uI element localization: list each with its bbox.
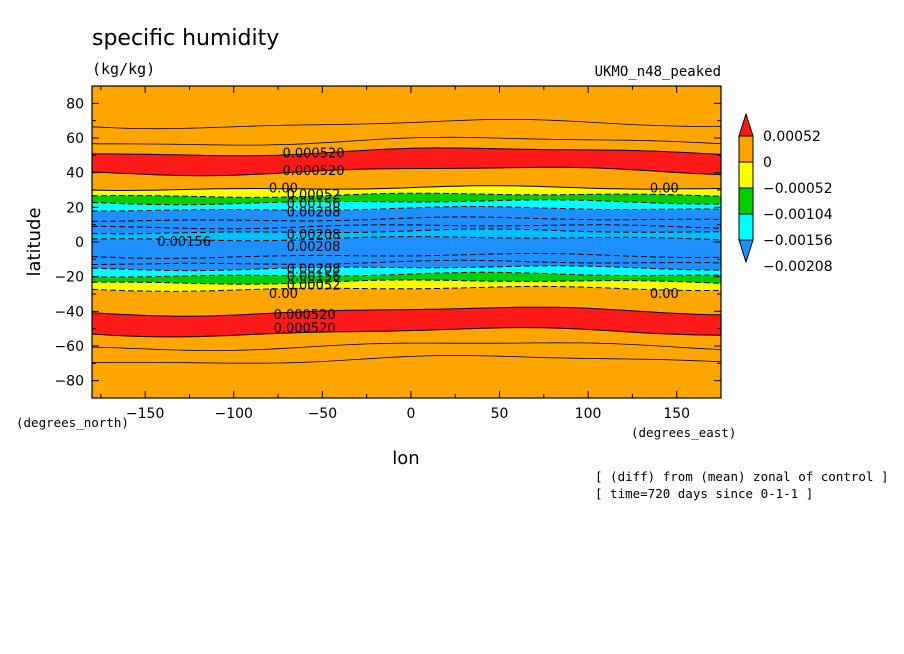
contour-label-9: 0.00208 <box>287 263 341 278</box>
contour-line-11 <box>91 185 722 191</box>
contour-band-8 <box>92 206 721 234</box>
footnote-diff: [ (diff) from (mean) zonal of control ] <box>595 469 889 484</box>
contour-line-polar-3 <box>91 119 722 130</box>
contour-line-tropic-3 <box>92 216 722 222</box>
y-axis-label: latitude <box>24 207 45 276</box>
colorbar-top-arrow <box>738 112 754 137</box>
y-axis-ticks: 80 60 40 20 0 −20 −40 −60 −80 <box>54 96 721 390</box>
y-tick-label-6: −40 <box>54 304 84 320</box>
x-tick-label-0: −150 <box>126 406 164 422</box>
contour-line-polar-0 <box>91 355 722 364</box>
contour-line-9 <box>91 199 721 206</box>
colorbar-label-3: −0.00104 <box>763 207 833 223</box>
y-tick-label-3: 20 <box>66 200 84 216</box>
contour-label-1: 0.000520 <box>282 164 344 179</box>
contour-label-3: 0.00052 <box>287 188 341 203</box>
colorbar-label-4: −0.00156 <box>763 233 833 249</box>
chart-title: specific humidity <box>92 26 279 51</box>
model-name: UKMO_n48_peaked <box>595 64 721 80</box>
contour-label-0: 0.000520 <box>282 147 344 162</box>
colorbar-label-1: 0 <box>763 155 772 171</box>
x-units-label: (degrees_east) <box>631 425 736 440</box>
contour-band-13 <box>92 147 721 176</box>
y-tick-label-2: 40 <box>66 166 84 182</box>
x-axis-ticks: −150 −100 −50 0 50 100 150 <box>100 86 722 422</box>
contour-label-14: 0.000520 <box>274 322 336 337</box>
contour-label-16: 0.00 <box>650 287 679 302</box>
y-tick-label-7: −60 <box>54 339 84 355</box>
chart-units: (kg/kg) <box>92 60 155 78</box>
footnote-time: [ time=720 days since 0-1-1 ] <box>595 486 813 501</box>
colorbar-label-5: −0.00208 <box>763 259 833 275</box>
y-tick-label-5: −20 <box>54 270 84 286</box>
y-tick-label-0: 80 <box>66 96 84 112</box>
colorbar-box-3 <box>738 213 754 241</box>
colorbar-box-0 <box>738 135 754 163</box>
contour-line-tropic-2 <box>91 224 722 230</box>
x-tick-label-1: −100 <box>215 406 253 422</box>
contour-line-4 <box>91 271 721 278</box>
contour-label-15: 0.00 <box>650 181 679 196</box>
contour-line-tropic-1 <box>91 252 722 259</box>
contour-line-polar-2 <box>91 136 722 146</box>
contour-label-13: 0.000520 <box>274 308 336 323</box>
contour-band-10 <box>92 193 721 205</box>
x-tick-label-4: 50 <box>491 406 509 422</box>
contour-band-0 <box>92 327 721 398</box>
contour-lines <box>91 119 722 364</box>
contour-label-8: 0.00156 <box>157 235 211 250</box>
contour-label-11: 0.00052 <box>287 278 341 293</box>
colorbar-label-2: −0.00052 <box>763 181 833 197</box>
contour-line-polar-1 <box>91 342 722 351</box>
contour-line-13 <box>91 147 722 157</box>
contour-line-7 <box>91 228 721 235</box>
y-tick-label-8: −80 <box>54 374 84 390</box>
contour-label-10: 0.00156 <box>287 270 341 285</box>
contour-line-0 <box>91 327 722 338</box>
contour-line-2 <box>91 285 722 292</box>
y-units-label: (degrees_north) <box>16 415 129 430</box>
x-tick-label-2: −50 <box>308 406 338 422</box>
contour-band-4 <box>92 272 721 285</box>
contour-label-7: 0.00208 <box>287 240 341 255</box>
contour-label-12: 0.00 <box>269 287 298 302</box>
contour-line-10 <box>92 192 722 198</box>
y-tick-label-4: 0 <box>75 235 84 251</box>
colorbar-bottom-arrow <box>738 239 754 264</box>
contour-line-6 <box>91 236 722 242</box>
colorbar: 0.00052 0 −0.00052 −0.00104 −0.00156 −0.00208 <box>738 112 833 275</box>
contour-line-tropic-0 <box>92 259 722 265</box>
contour-band-2 <box>92 286 721 317</box>
contour-line-5 <box>91 265 721 272</box>
contour-band-14 <box>92 86 721 156</box>
x-tick-label-6: 150 <box>663 406 690 422</box>
contour-label-6: 0.00208 <box>287 228 341 243</box>
x-axis-label: lon <box>392 448 419 469</box>
x-tick-label-3: 0 <box>406 406 415 422</box>
contour-label-4: 0.00156 <box>287 197 341 212</box>
contour-line-3 <box>91 279 722 285</box>
colorbar-label-0: 0.00052 <box>763 129 821 145</box>
colorbar-box-2 <box>738 187 754 215</box>
contour-label-5: 0.00208 <box>287 206 341 221</box>
contour-band-3 <box>92 279 721 292</box>
contour-band-12 <box>92 167 721 191</box>
contour-line-1 <box>91 306 722 317</box>
contour-label-2: 0.00 <box>269 181 298 196</box>
contour-labels: 0.0005200.0005200.000.000520.001560.0020… <box>157 147 679 337</box>
y-tick-label-1: 60 <box>66 131 84 147</box>
contour-line-8 <box>92 206 721 212</box>
colorbar-box-1 <box>738 161 754 189</box>
x-tick-label-5: 100 <box>575 406 602 422</box>
contour-line-12 <box>91 166 722 177</box>
